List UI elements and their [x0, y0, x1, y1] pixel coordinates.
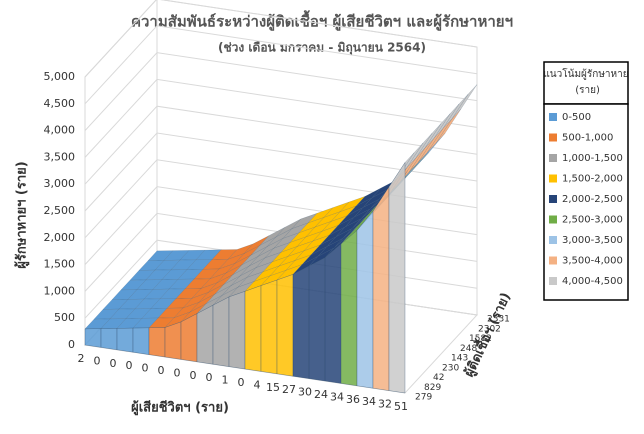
x-tick-label: 36: [346, 393, 360, 406]
depth-tick-label: 143: [451, 354, 468, 364]
x-tick-label: 32: [378, 398, 392, 411]
z-axis-label: ผู้รักษาหายฯ (ราย): [14, 161, 30, 268]
legend-label: 2,500-3,000: [562, 215, 623, 226]
legend-label: 500-1,000: [562, 133, 613, 144]
surface-front: [308, 257, 326, 382]
surface-front: [228, 291, 246, 370]
grid-line: [84, 132, 478, 212]
surface-front: [164, 321, 182, 360]
legend-swatch: [549, 215, 557, 224]
y-tick-label: 2,000: [44, 231, 76, 244]
legend-label: 2,000-2,500: [562, 194, 623, 205]
y-tick-label: 1,000: [44, 284, 76, 297]
x-tick-label: 4: [254, 378, 261, 391]
grid-line: [84, 78, 478, 158]
depth-tick-label: 2331: [487, 315, 510, 325]
surface-front: [84, 328, 102, 348]
surface-front: [196, 304, 214, 365]
y-tick-label: 5,000: [44, 70, 76, 83]
x-tick-label: 0: [206, 371, 213, 384]
x-tick-label: 27: [282, 383, 296, 396]
y-tick-label: 3,000: [44, 177, 76, 190]
depth-tick-label: 2302: [478, 324, 501, 334]
chart-subtitle: (ช่วง เดือน มกราคม - มิถุนายน 2564): [218, 41, 426, 56]
y-tick-label: 3,500: [44, 150, 76, 163]
legend-title-box: [543, 61, 629, 105]
legend-swatch: [549, 195, 557, 203]
legend-swatch: [549, 133, 557, 142]
y-tick-label: 0: [68, 338, 75, 351]
legend-label: 1,500-2,000: [562, 174, 623, 185]
legend-swatch: [549, 277, 557, 285]
legend-label: 3,500-4,000: [562, 256, 623, 267]
legend-label: 4,000-4,500: [562, 276, 623, 287]
x-tick-label: 34: [362, 395, 376, 408]
x-tick-label: 24: [314, 388, 328, 401]
y-tick-label: 4,500: [44, 97, 76, 110]
x-tick-label: 0: [142, 362, 149, 375]
legend-label: 0-500: [562, 112, 591, 123]
grid-line: [84, 105, 478, 185]
x-tick-label: 0: [190, 369, 197, 382]
grid-line: [84, 52, 478, 131]
legend-swatch: [549, 174, 557, 183]
surface-front: [388, 161, 406, 394]
surface-patch: [451, 84, 478, 119]
surface-front: [244, 285, 262, 372]
grid-line: [84, 25, 478, 105]
surface-front: [180, 313, 198, 362]
surface-front: [276, 274, 294, 377]
surface-patch: [442, 94, 469, 129]
x-tick-label: 0: [110, 357, 117, 370]
x-tick-label: 0: [126, 359, 133, 372]
legend-swatch: [549, 113, 557, 121]
surface-front: [340, 230, 358, 386]
y-tick-label: 1,500: [44, 258, 76, 271]
surface-front: [324, 243, 342, 384]
surface-front: [292, 265, 310, 379]
legend-swatch: [549, 236, 557, 244]
depth-tick-label: 1582: [469, 334, 492, 344]
surface-front: [372, 186, 390, 391]
surface-front: [212, 296, 230, 367]
depth-tick-label: 829: [424, 383, 441, 393]
depth-tick-label: 230: [442, 363, 459, 373]
x-tick-label: 30: [298, 386, 312, 399]
y-tick-label: 4,000: [44, 124, 76, 137]
depth-tick-label: 248: [460, 344, 477, 354]
legend-title: แนวโน้มผู้รักษาหาย (ราย): [543, 67, 628, 96]
grid-line: [84, 0, 478, 78]
x-tick-label: 0: [238, 376, 245, 389]
x-tick-label: 34: [330, 390, 344, 403]
chart-title: ความสัมพันธ์ระหว่างผู้ติดเชื้อฯ ผู้เสียช…: [131, 10, 513, 32]
legend-swatch: [549, 154, 557, 162]
surface-front: [356, 210, 374, 389]
y-tick-label: 2,500: [44, 204, 76, 217]
depth-tick-label: 279: [415, 393, 432, 403]
depth-tick-label: 42: [433, 373, 444, 383]
x-tick-label: 0: [94, 354, 101, 367]
y-tick-label: 500: [54, 311, 75, 324]
surface-front: [260, 279, 278, 374]
x-tick-label: 2: [78, 352, 85, 365]
surface-front: [116, 327, 134, 353]
grid-line: [84, 159, 478, 239]
x-tick-label: 1: [222, 374, 229, 387]
x-tick-label: 0: [174, 366, 181, 379]
legend-label: 1,000-1,500: [562, 153, 623, 164]
legend-box: [543, 103, 629, 301]
x-tick-label: 0: [158, 364, 165, 377]
legend-label: 3,000-3,500: [562, 235, 623, 246]
legend-swatch: [549, 256, 557, 265]
surface-front: [148, 327, 166, 358]
x-axis-label: ผู้เสียชีวิตฯ (ราย): [131, 400, 229, 416]
x-tick-label: 51: [394, 400, 408, 413]
surface-front: [100, 328, 118, 350]
surface-front: [132, 327, 150, 355]
x-tick-label: 15: [266, 381, 280, 394]
